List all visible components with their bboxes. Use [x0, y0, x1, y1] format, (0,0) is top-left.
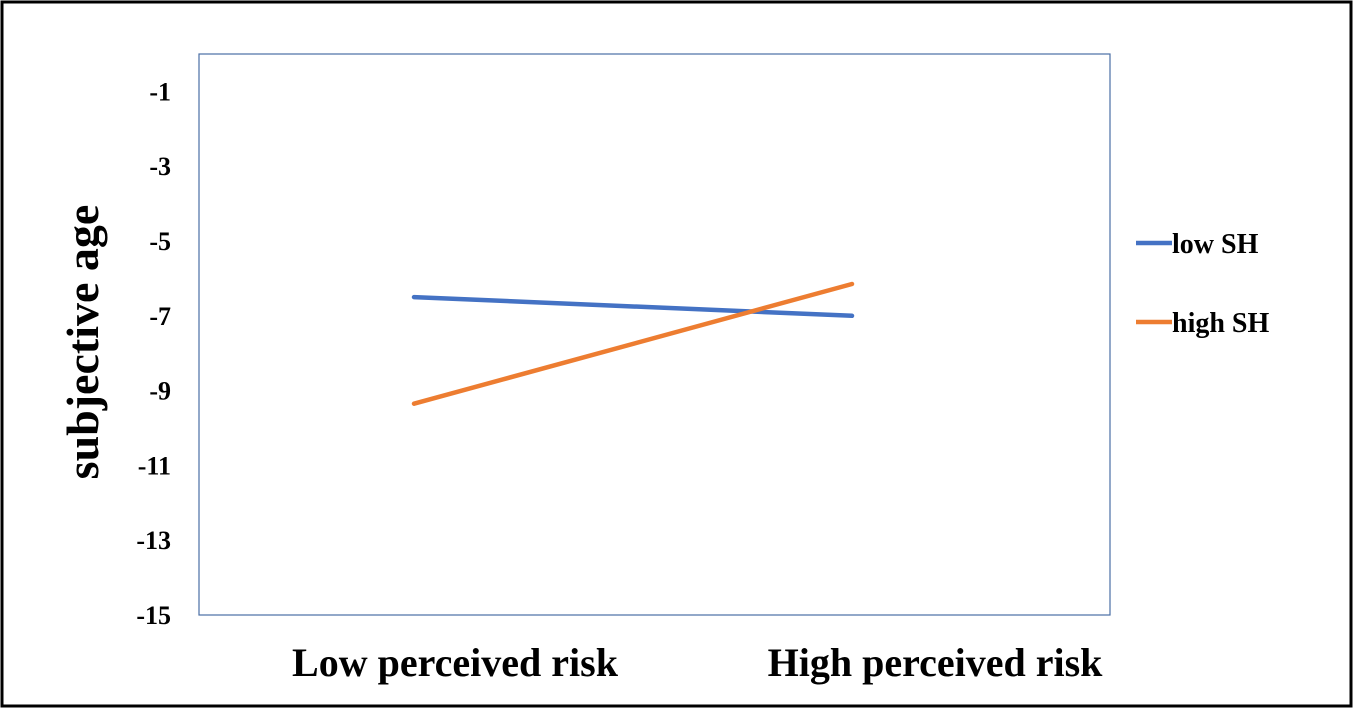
- legend-label: low SH: [1172, 229, 1259, 260]
- x-category-label: High perceived risk: [768, 640, 1104, 685]
- y-tick-label: -13: [136, 526, 171, 555]
- y-tick-label: -5: [149, 227, 171, 256]
- legend: low SH high SH: [1136, 229, 1269, 339]
- y-tick-labels: -1 -3 -5 -7 -9 -11 -13 -15: [136, 77, 171, 630]
- x-category-labels: Low perceived risk High perceived risk: [292, 640, 1103, 685]
- y-tick-label: -9: [149, 377, 171, 406]
- y-tick-label: -3: [149, 152, 171, 181]
- legend-label: high SH: [1172, 308, 1269, 339]
- x-category-label: Low perceived risk: [292, 640, 619, 685]
- series-line-low-sh: [411, 294, 855, 319]
- series-lines: [411, 281, 855, 406]
- series-line-high-sh: [411, 281, 855, 406]
- y-tick-label: -7: [149, 302, 171, 331]
- y-tick-label: -1: [149, 77, 171, 106]
- y-tick-label: -11: [138, 451, 171, 480]
- y-tick-label: -15: [136, 601, 171, 630]
- y-axis-title: subjective age: [57, 205, 108, 480]
- plot-area: [198, 53, 1111, 616]
